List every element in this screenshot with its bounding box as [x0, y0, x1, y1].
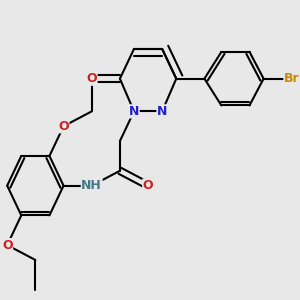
- Text: O: O: [143, 179, 153, 192]
- Text: O: O: [58, 120, 69, 133]
- Text: N: N: [129, 105, 139, 118]
- Text: O: O: [86, 72, 97, 85]
- Text: N: N: [157, 105, 167, 118]
- Text: O: O: [2, 238, 13, 252]
- Text: NH: NH: [81, 179, 102, 192]
- Text: Br: Br: [284, 72, 300, 85]
